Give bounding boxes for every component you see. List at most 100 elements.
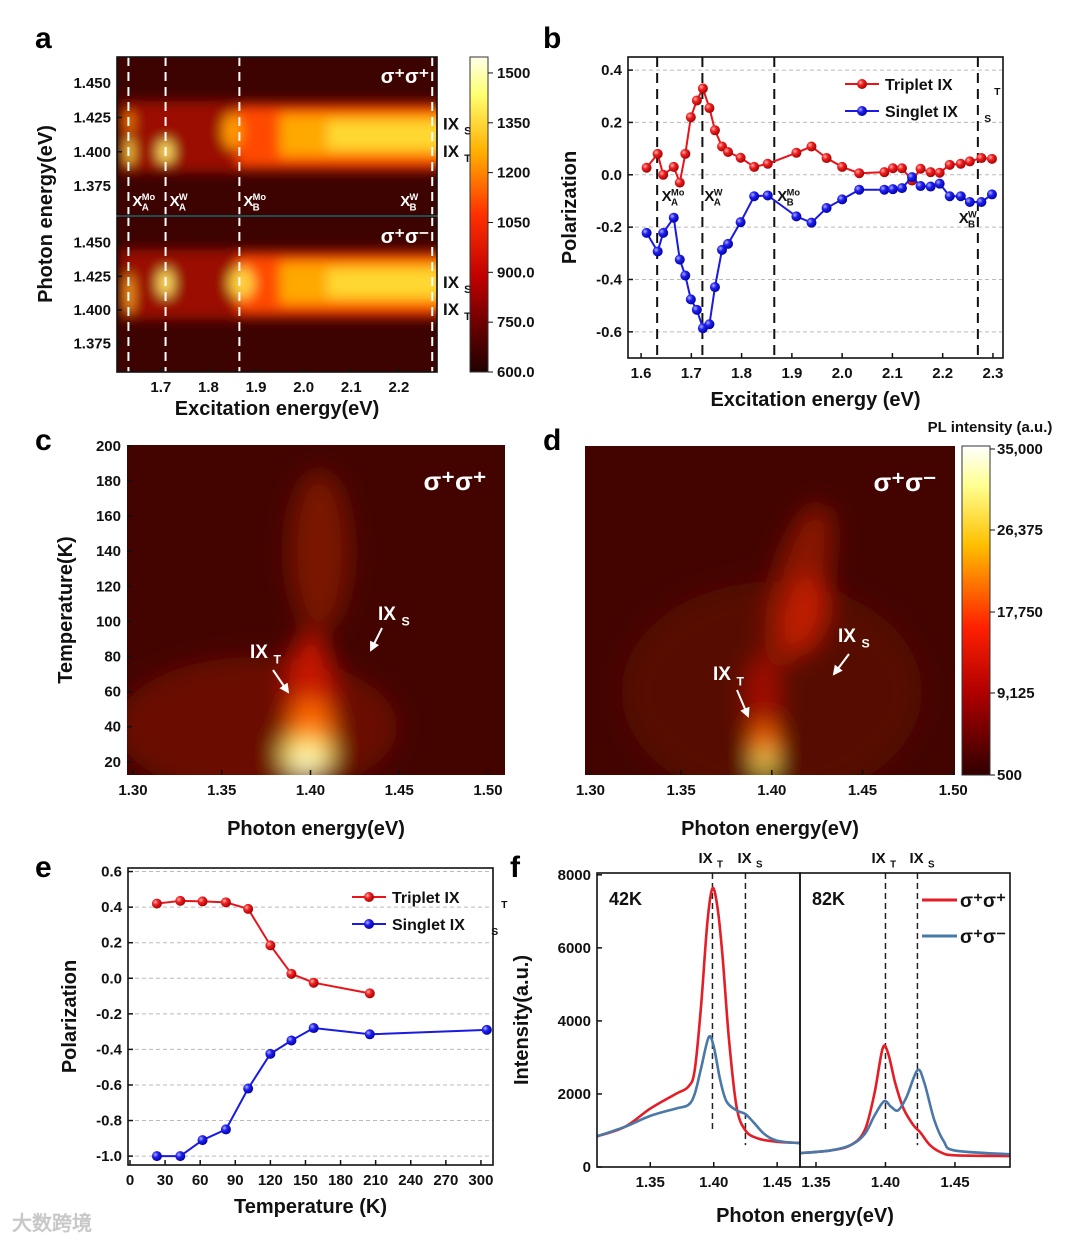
panel-label-d: d bbox=[543, 424, 561, 457]
legend-label: σ⁺σ⁺ bbox=[960, 891, 1006, 912]
resonance-label-main: X bbox=[777, 188, 787, 205]
f-y-tick-label: 0 bbox=[583, 1159, 591, 1176]
data-point bbox=[668, 212, 679, 223]
data-point bbox=[243, 903, 254, 914]
resonance-label-main: X bbox=[243, 193, 253, 210]
data-point bbox=[955, 158, 966, 169]
data-point bbox=[749, 161, 760, 172]
polarization-config-label: σ⁺σ⁺ bbox=[381, 66, 429, 88]
panel-b-x-tick-label: 2.1 bbox=[882, 365, 903, 382]
peak-label-main: IX bbox=[871, 850, 885, 867]
panel-a-heatmap: σ⁺σ⁺ 1.450 1.425 1.400 1.375 IX S IX Tσ⁺σ⁻ 1.450 1… bbox=[35, 56, 535, 420]
data-point bbox=[925, 167, 936, 178]
colorbar-tick-label: 35,000 bbox=[997, 441, 1043, 458]
x-axis-label: Photon energy(eV) bbox=[716, 1205, 894, 1227]
panel-e-y-tick-label: -0.2 bbox=[96, 1006, 122, 1023]
series-singlet bbox=[151, 1023, 492, 1162]
data-point bbox=[709, 282, 720, 293]
panel-e-x-tick-label: 30 bbox=[157, 1172, 174, 1189]
panel-b-x-tick-label: 1.7 bbox=[681, 365, 702, 382]
intensity-spot bbox=[127, 656, 398, 775]
panel-e-y-tick-label: 0.6 bbox=[101, 864, 122, 881]
panel-label-c: c bbox=[35, 424, 52, 457]
annotation-label-sub: T bbox=[737, 675, 745, 689]
side-label-ixs: IX S bbox=[443, 114, 471, 137]
data-point bbox=[175, 1151, 186, 1162]
panel-d: σ⁺σ⁻ 1.30 1.35 1.40 1.45 1.50 Photon energy(eV… bbox=[576, 446, 968, 840]
panel-e-y-tick-label: 0.2 bbox=[101, 935, 122, 952]
data-point bbox=[749, 191, 760, 202]
peak-label: IX S bbox=[737, 850, 763, 871]
f-x-tick-label: 1.35 bbox=[801, 1174, 830, 1191]
data-point bbox=[735, 217, 746, 228]
data-point bbox=[723, 147, 734, 158]
data-point bbox=[762, 190, 773, 201]
a-x-tick-label: 1.7 bbox=[150, 379, 171, 396]
panel-c-y-tick-label: 60 bbox=[104, 684, 121, 701]
colorbar-tick-label: 26,375 bbox=[997, 522, 1043, 539]
legend-label-main: Singlet IX bbox=[885, 104, 958, 121]
data-point bbox=[915, 163, 926, 174]
data-point bbox=[652, 246, 663, 257]
x-axis-label: Photon energy(eV) bbox=[227, 818, 405, 840]
panel-label-e: e bbox=[35, 851, 52, 884]
intensity-spot bbox=[754, 749, 775, 774]
f-x-tick-label: 1.45 bbox=[763, 1174, 792, 1191]
side-label-ixt-main: IX bbox=[443, 142, 460, 161]
resonance-label: X BMo bbox=[243, 192, 266, 213]
panel-e-x-tick-label: 120 bbox=[258, 1172, 283, 1189]
resonance-label-main: X bbox=[959, 210, 969, 227]
annotation-label-sub: S bbox=[402, 615, 410, 629]
legend-item: Triplet IX T bbox=[845, 77, 1001, 98]
colorbar-tick-label: 1200 bbox=[497, 165, 530, 182]
f-y-tick-label: 4000 bbox=[558, 1013, 591, 1030]
data-point bbox=[896, 183, 907, 194]
panel-c-y-tick-label: 140 bbox=[96, 543, 121, 560]
annotation-ixt: IX T bbox=[713, 664, 750, 718]
panel-b-x-tick-label: 1.9 bbox=[781, 365, 802, 382]
y-axis-label: Temperature(K) bbox=[55, 536, 77, 683]
a-x-tick-label: 2.0 bbox=[293, 379, 314, 396]
data-point bbox=[791, 211, 802, 222]
panel-c-x-tick-label: 1.30 bbox=[118, 782, 147, 799]
legend: σ⁺σ⁺ σ⁺σ⁻ bbox=[922, 891, 1006, 948]
data-point bbox=[934, 167, 945, 178]
resonance-label-sup: W bbox=[179, 192, 188, 202]
a-x-tick-label: 2.1 bbox=[341, 379, 362, 396]
resonance-label-sup: Mo bbox=[671, 187, 685, 197]
data-point bbox=[680, 148, 691, 159]
panel-b-x-tick-label: 2.3 bbox=[983, 365, 1004, 382]
panel-e-x-tick-label: 270 bbox=[433, 1172, 458, 1189]
y-axis-label: Photon energy(eV) bbox=[35, 125, 57, 303]
panel-c-y-tick-label: 180 bbox=[96, 473, 121, 490]
legend-label-sub: S bbox=[984, 114, 991, 125]
side-label-ixt-sub: T bbox=[464, 311, 471, 323]
legend-swatch-marker bbox=[364, 919, 374, 929]
colorbar-tick-label: 750.0 bbox=[497, 314, 535, 331]
resonance-label: X AMo bbox=[662, 187, 685, 208]
panel-e-y-tick-label: -0.8 bbox=[96, 1113, 122, 1130]
panel-e-x-tick-label: 210 bbox=[363, 1172, 388, 1189]
resonance-label: X AW bbox=[170, 192, 188, 213]
series-triplet bbox=[641, 83, 997, 188]
peak-label: IX T bbox=[698, 850, 723, 871]
legend-swatch-marker bbox=[857, 79, 867, 89]
heatmap-cross-polarized: σ⁺σ⁻ 1.450 1.425 1.400 1.375 IX S IX T bbox=[73, 216, 471, 373]
plot-frame bbox=[627, 56, 1004, 359]
data-point bbox=[364, 1029, 375, 1040]
resonance-label-sub: B bbox=[253, 202, 260, 213]
resonance-label: X AW bbox=[704, 187, 722, 208]
annotation-label-main: IX bbox=[713, 664, 731, 685]
data-point bbox=[674, 177, 685, 188]
f-y-tick-label: 8000 bbox=[558, 867, 591, 884]
panel-b-y-tick-label: -0.6 bbox=[596, 324, 622, 341]
resonance-label: X AMo bbox=[132, 192, 155, 213]
resonance-label-sup: Mo bbox=[142, 192, 156, 202]
colorbar-tick-label: 1350 bbox=[497, 115, 530, 132]
data-point bbox=[197, 1135, 208, 1146]
f-x-tick-label: 1.40 bbox=[871, 1174, 900, 1191]
heatmap-intensity bbox=[127, 471, 398, 775]
y-axis-label: Intensity(a.u.) bbox=[511, 955, 533, 1085]
heatmap-intensity bbox=[120, 249, 437, 320]
data-point bbox=[986, 153, 997, 164]
